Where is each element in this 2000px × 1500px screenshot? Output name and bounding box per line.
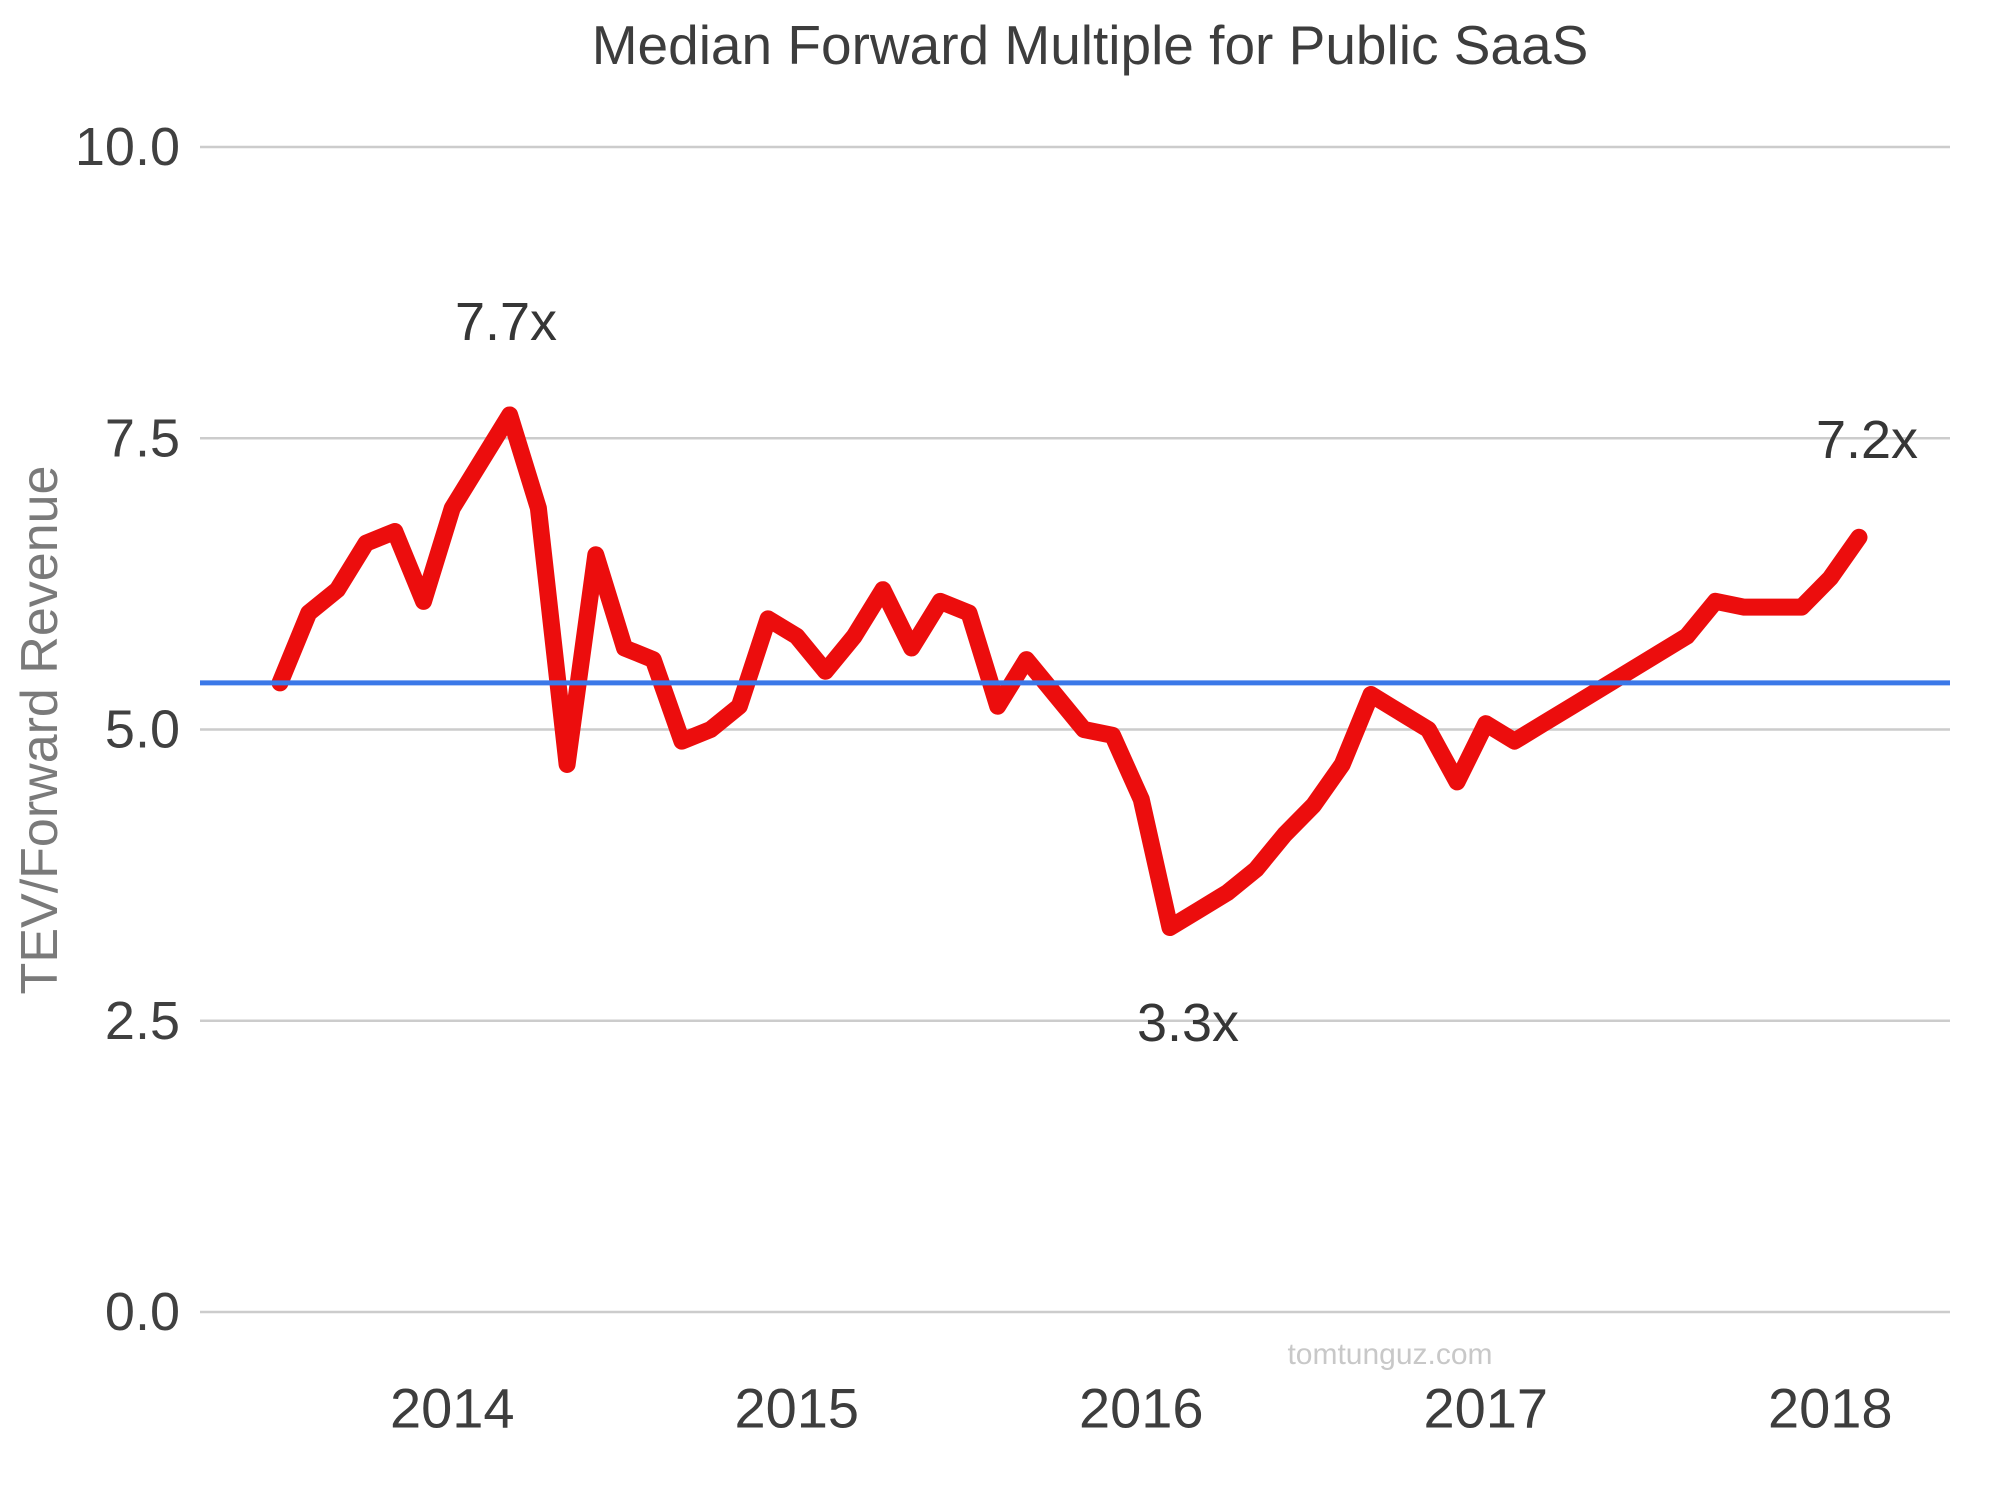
x-tick-label: 2015 [734, 1377, 859, 1440]
series-line-median-multiple [271, 406, 1868, 937]
watermark-text: tomtunguz.com [1287, 1338, 1493, 1371]
annotation-label: 7.7x [455, 292, 557, 352]
y-tick-label: 0.0 [105, 1282, 180, 1342]
x-tick-label: 2017 [1423, 1377, 1548, 1440]
x-tick-label: 2014 [390, 1377, 515, 1440]
y-tick-label: 2.5 [105, 991, 180, 1051]
y-axis-title: TEV/Forward Revenue [11, 466, 69, 995]
x-tick-label: 2018 [1768, 1377, 1893, 1440]
y-tick-label: 5.0 [105, 700, 180, 760]
y-tick-label: 7.5 [105, 408, 180, 468]
x-tick-label: 2016 [1079, 1377, 1204, 1440]
annotation-label: 3.3x [1137, 993, 1239, 1053]
chart-title: Median Forward Multiple for Public SaaS [591, 14, 1589, 76]
y-tick-label: 10.0 [75, 117, 180, 177]
annotation-label: 7.2x [1816, 410, 1918, 470]
